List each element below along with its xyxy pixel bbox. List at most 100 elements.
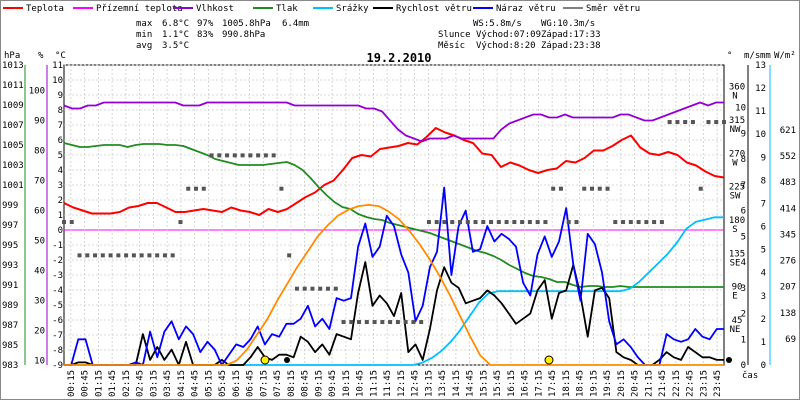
tick-label-temp: -1 (52, 241, 63, 251)
tick-label-mm: 3 (761, 292, 766, 302)
axis-label-temp: °C (55, 51, 66, 61)
tick-label-dir: 180 (729, 216, 745, 226)
tick-label-temp: 6 (58, 136, 63, 146)
tick-label-pct: 80 (34, 147, 45, 157)
stats-rain-max: 6.4mm (282, 19, 309, 29)
tick-label-dir-name: E (732, 292, 737, 302)
tick-label-temp: 0 (58, 226, 63, 236)
point-smer-vetru (496, 220, 501, 225)
point-smer-vetru (628, 220, 633, 225)
tick-label-dir-name: W (732, 158, 738, 168)
x-tick-label: 19:45 (603, 370, 613, 397)
tick-label-temp: 7 (58, 121, 63, 131)
tick-label-hpa: 985 (2, 341, 18, 351)
point-smer-vetru (372, 320, 377, 325)
point-smer-vetru (543, 220, 548, 225)
legend-label-naraz-vetru: Náraz větru (496, 4, 556, 14)
point-smer-vetru (279, 186, 284, 191)
stats-label-max: max (136, 19, 153, 29)
tick-label-temp: -5 (52, 301, 63, 311)
series-naraz-vetru (64, 186, 724, 366)
x-tick-label: 05:15 (204, 370, 214, 397)
point-smer-vetru (170, 253, 175, 258)
x-tick-label: 18:45 (576, 370, 586, 397)
legend-label-teplota: Teplota (26, 4, 64, 14)
point-smer-vetru (644, 220, 649, 225)
series-smer-vetru (62, 120, 726, 325)
point-smer-vetru (349, 320, 354, 325)
x-tick-label: 07:15 (259, 370, 269, 397)
x-tick-label: 09:45 (328, 370, 338, 397)
line-naraz-vetru (64, 186, 724, 366)
point-smer-vetru (698, 186, 703, 191)
tick-label-temp: -7 (52, 331, 63, 341)
x-tick-label: 17:15 (534, 370, 544, 397)
x-tick-label: 10:15 (342, 370, 352, 397)
tick-label-mm: 10 (755, 130, 766, 140)
x-tick-label: 12:45 (411, 370, 421, 397)
point-smer-vetru (504, 220, 509, 225)
tick-label-sr: 552 (780, 152, 796, 162)
tick-label-temp: 5 (58, 151, 63, 161)
x-tick-label: 06:15 (232, 370, 242, 397)
point-smer-vetru (667, 120, 672, 125)
point-smer-vetru (535, 220, 540, 225)
tick-label-hpa: 995 (2, 241, 18, 251)
tick-label-mm: 13 (755, 61, 766, 71)
x-tick-label: 11:45 (383, 370, 393, 397)
point-smer-vetru (582, 186, 587, 191)
series-teplota (63, 127, 725, 216)
x-tick-label: 08:45 (301, 370, 311, 397)
x-tick-label: 02:45 (136, 370, 146, 397)
point-smer-vetru (442, 220, 447, 225)
stats-label-min: min (136, 30, 152, 40)
point-smer-vetru (380, 320, 385, 325)
point-smer-vetru (659, 220, 664, 225)
point-smer-vetru (364, 320, 369, 325)
x-tick-label: 18:15 (562, 370, 572, 397)
x-tick-label: 03:15 (149, 370, 159, 397)
point-smer-vetru (636, 220, 641, 225)
x-tick-label: 23:15 (699, 370, 709, 397)
point-smer-vetru (722, 120, 726, 125)
wind-speed-max: WS:5.8m/s (473, 19, 522, 29)
x-tick-label: 09:15 (314, 370, 324, 397)
axis-label-dir: ° (727, 51, 732, 61)
x-tick-label: 01:45 (108, 370, 118, 397)
stats-pressure-max: 1005.8hPa (222, 19, 271, 29)
x-tick-label: 06:45 (246, 370, 256, 397)
tick-label-hpa: 983 (2, 361, 18, 371)
sun-rise: Východ:07:09 (476, 30, 541, 40)
tick-label-temp: 9 (58, 91, 63, 101)
tick-label-pct: 70 (34, 177, 45, 187)
tick-label-dir-name: N (732, 92, 737, 102)
point-smer-vetru (613, 220, 618, 225)
point-smer-vetru (201, 186, 206, 191)
tick-label-dir: 45 (732, 316, 743, 326)
tick-label-sr: 207 (780, 283, 796, 293)
point-smer-vetru (450, 220, 455, 225)
tick-label-pct: 60 (34, 207, 45, 217)
tick-label-pct: 40 (34, 267, 45, 277)
point-smer-vetru (395, 320, 400, 325)
tick-label-hpa: 1003 (2, 161, 24, 171)
tick-label-temp: 8 (58, 106, 63, 116)
series-tlak (63, 142, 724, 288)
x-tick-label: 14:15 (452, 370, 462, 397)
tick-label-temp: -4 (52, 286, 63, 296)
legend-label-rychlost-vetru: Rychlost větru (396, 4, 472, 14)
x-tick-label: 20:45 (631, 370, 641, 397)
stats-label-avg: avg (136, 41, 152, 51)
axis-label-mm: mm (760, 51, 771, 61)
point-smer-vetru (318, 286, 323, 291)
point-smer-vetru (302, 286, 307, 291)
sunrise-marker (260, 355, 270, 365)
point-smer-vetru (419, 320, 424, 325)
line-tlak (63, 142, 724, 288)
x-tick-label: 12:15 (397, 370, 407, 397)
legend-label-tlak: Tlak (276, 4, 298, 14)
x-tick-label: 10:45 (356, 370, 366, 397)
x-tick-label: 20:15 (617, 370, 627, 397)
point-smer-vetru (411, 320, 416, 325)
legend-item-rychlost-vetru: Rychlost větru (373, 4, 472, 14)
